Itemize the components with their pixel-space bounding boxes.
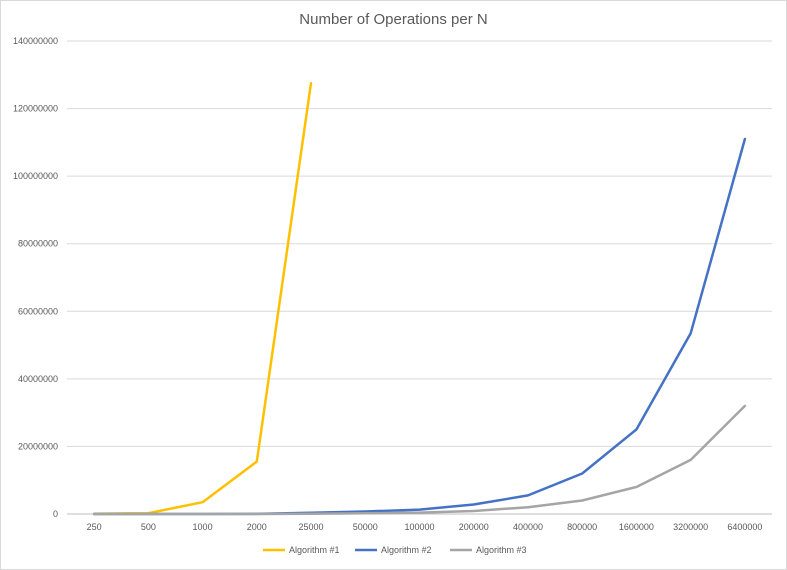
legend-label: Algorithm #2 xyxy=(381,545,432,555)
x-tick-label: 200000 xyxy=(459,522,489,532)
y-tick-label: 120000000 xyxy=(13,104,58,114)
y-tick-label: 0 xyxy=(53,509,58,519)
x-tick-label: 25000 xyxy=(299,522,324,532)
x-tick-label: 400000 xyxy=(513,522,543,532)
y-tick-label: 20000000 xyxy=(18,441,58,451)
x-tick-label: 250 xyxy=(87,522,102,532)
x-tick-label: 6400000 xyxy=(727,522,762,532)
y-axis-ticks: 0 20000000 40000000 60000000 80000000 1000000… xyxy=(13,36,58,519)
x-tick-label: 800000 xyxy=(567,522,597,532)
x-tick-label: 1600000 xyxy=(619,522,654,532)
x-tick-label: 50000 xyxy=(353,522,378,532)
x-tick-label: 2000 xyxy=(247,522,267,532)
y-tick-label: 60000000 xyxy=(18,306,58,316)
y-tick-label: 100000000 xyxy=(13,171,58,181)
x-tick-label: 1000 xyxy=(193,522,213,532)
x-axis-ticks: 250 500 1000 2000 25000 50000 100000 200000 4000… xyxy=(87,522,763,532)
y-tick-label: 40000000 xyxy=(18,374,58,384)
y-tick-label: 140000000 xyxy=(13,36,58,46)
x-tick-label: 3200000 xyxy=(673,522,708,532)
x-tick-label: 500 xyxy=(141,522,156,532)
series-line-3 xyxy=(92,404,747,516)
y-tick-label: 80000000 xyxy=(18,239,58,249)
chart-title: Number of Operations per N xyxy=(299,11,488,28)
series-lines xyxy=(92,81,747,516)
gridlines xyxy=(67,40,772,515)
series-line-1 xyxy=(92,81,313,516)
legend-label: Algorithm #1 xyxy=(289,545,340,555)
series-line-2 xyxy=(92,137,747,516)
x-tick-label: 100000 xyxy=(404,522,434,532)
legend-label: Algorithm #3 xyxy=(476,545,527,555)
legend: Algorithm #1 Algorithm #2 Algorithm #3 xyxy=(263,545,527,555)
